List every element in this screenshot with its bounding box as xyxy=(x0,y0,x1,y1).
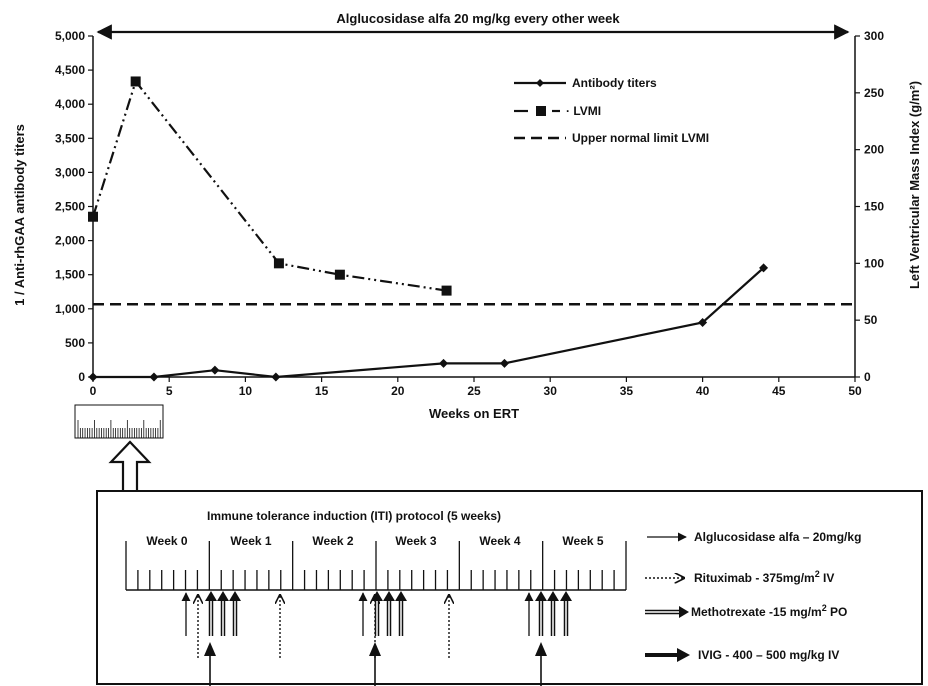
week-1-label: Week 1 xyxy=(230,534,271,548)
lvmi-point xyxy=(273,258,284,269)
y-right-tick-label: 150 xyxy=(864,200,884,214)
x-tick-label: 35 xyxy=(620,384,634,398)
x-tick-label: 25 xyxy=(467,384,481,398)
y-right-tick-label: 0 xyxy=(864,370,871,384)
iti-legend-ivig: IVIG - 400 – 500 mg/kg IV xyxy=(645,648,839,662)
iti-legend-rituximab: Rituximab - 375mg/m2 IV xyxy=(645,569,834,585)
iti-legend-label-2: Methotrexate -15 mg/m2 PO xyxy=(691,603,847,619)
iti-legend-label-0: Alglucosidase alfa – 20mg/kg xyxy=(694,530,861,544)
treatment-banner: Alglucosidase alfa 20 mg/kg every other … xyxy=(96,11,850,40)
x-axis-ticks: 0 5 10 15 20 25 30 35 40 45 50 xyxy=(90,377,862,398)
iti-timeline-ruler xyxy=(74,404,164,439)
y-left-tick-label: 1,500 xyxy=(55,268,85,282)
x-tick-label: 30 xyxy=(544,384,558,398)
right-y-axis-label: Left Ventricular Mass Index (g/m²) xyxy=(907,81,922,289)
block-up-arrow-icon xyxy=(108,440,152,491)
iti-week-labels: Week 0 Week 1 Week 2 Week 3 Week 4 Week … xyxy=(146,534,603,548)
x-tick-label: 0 xyxy=(90,384,97,398)
legend-label-lvmi: · LVMI xyxy=(566,104,601,118)
legend-item-lvmi: · LVMI xyxy=(514,104,601,118)
square-marker-icon xyxy=(536,106,546,116)
legend-item-antibody: Antibody titers xyxy=(514,76,657,90)
antibody-point xyxy=(88,372,98,382)
lvmi-point xyxy=(334,269,345,280)
x-tick-label: 45 xyxy=(772,384,786,398)
antibody-point xyxy=(210,365,220,375)
axes xyxy=(92,36,856,378)
week-0-label: Week 0 xyxy=(146,534,187,548)
week-4-label: Week 4 xyxy=(479,534,520,548)
week-2-label: Week 2 xyxy=(312,534,353,548)
antibody-point xyxy=(149,372,159,382)
series-layer xyxy=(88,76,855,382)
iti-legend-label-1: Rituximab - 375mg/m2 IV xyxy=(694,569,834,585)
y-left-tick-label: 3,500 xyxy=(55,131,85,145)
iti-dose-arrows xyxy=(181,591,572,686)
x-tick-label: 20 xyxy=(391,384,405,398)
x-tick-label: 10 xyxy=(239,384,253,398)
y-left-tick-label: 500 xyxy=(65,336,85,350)
y-left-tick-label: 2,000 xyxy=(55,234,85,248)
antibody-point xyxy=(499,358,509,368)
y-left-tick-label: 1,000 xyxy=(55,302,85,316)
x-tick-label: 5 xyxy=(166,384,173,398)
y-left-tick-label: 0 xyxy=(78,370,85,384)
iti-panel-title: Immune tolerance induction (ITI) protoco… xyxy=(207,509,501,523)
left-y-axis-label: 1 / Anti-rhGAA antibody titers xyxy=(12,124,27,306)
y-right-tick-label: 300 xyxy=(864,29,884,43)
y-left-tick-label: 3,000 xyxy=(55,165,85,179)
y-left-tick-label: 4,500 xyxy=(55,63,85,77)
diamond-marker-icon xyxy=(536,79,544,87)
iti-panel: Immune tolerance induction (ITI) protoco… xyxy=(96,490,923,686)
legend: Antibody titers · LVMI Upper normal limi… xyxy=(514,76,709,145)
y-right-tick-label: 100 xyxy=(864,256,884,270)
week-5-label: Week 5 xyxy=(562,534,603,548)
y-right-tick-label: 50 xyxy=(864,313,878,327)
antibody-point xyxy=(271,372,281,382)
x-axis-label: Weeks on ERT xyxy=(429,406,519,421)
lvmi-series-line xyxy=(91,79,447,292)
y-left-tick-label: 4,000 xyxy=(55,97,85,111)
y-left-tick-label: 5,000 xyxy=(55,29,85,43)
antibody-point xyxy=(698,317,708,327)
lvmi-point xyxy=(130,76,141,87)
lvmi-point xyxy=(441,285,452,296)
y-right-tick-label: 250 xyxy=(864,86,884,100)
antibody-point xyxy=(759,263,769,273)
iti-legend: Alglucosidase alfa – 20mg/kg Rituximab -… xyxy=(645,530,861,662)
antibody-series-line xyxy=(93,267,765,379)
week-3-label: Week 3 xyxy=(395,534,436,548)
right-y-axis-ticks: 0 50 100 150 200 250 300 xyxy=(855,29,884,384)
legend-label-antibody: Antibody titers xyxy=(572,76,657,90)
y-left-tick-label: 2,500 xyxy=(55,200,85,214)
lvmi-point xyxy=(88,211,98,222)
legend-label-upper-limit: Upper normal limit LVMI xyxy=(572,131,709,145)
iti-legend-methotrexate: Methotrexate -15 mg/m2 PO xyxy=(645,603,847,619)
antibody-point xyxy=(439,358,449,368)
x-tick-label: 15 xyxy=(315,384,329,398)
y-right-tick-label: 200 xyxy=(864,143,884,157)
iti-day-scale xyxy=(125,541,627,591)
legend-item-upper-limit: Upper normal limit LVMI xyxy=(514,131,709,145)
left-y-axis-ticks: 0 500 1,000 1,500 2,000 2,500 3,000 3,500 4,000 4… xyxy=(55,29,93,384)
x-tick-label: 50 xyxy=(848,384,862,398)
iti-panel-frame xyxy=(96,490,923,685)
iti-legend-label-3: IVIG - 400 – 500 mg/kg IV xyxy=(698,648,839,662)
x-tick-label: 40 xyxy=(696,384,710,398)
iti-legend-alglucosidase: Alglucosidase alfa – 20mg/kg xyxy=(647,530,861,544)
chart-title: Alglucosidase alfa 20 mg/kg every other … xyxy=(336,11,620,26)
